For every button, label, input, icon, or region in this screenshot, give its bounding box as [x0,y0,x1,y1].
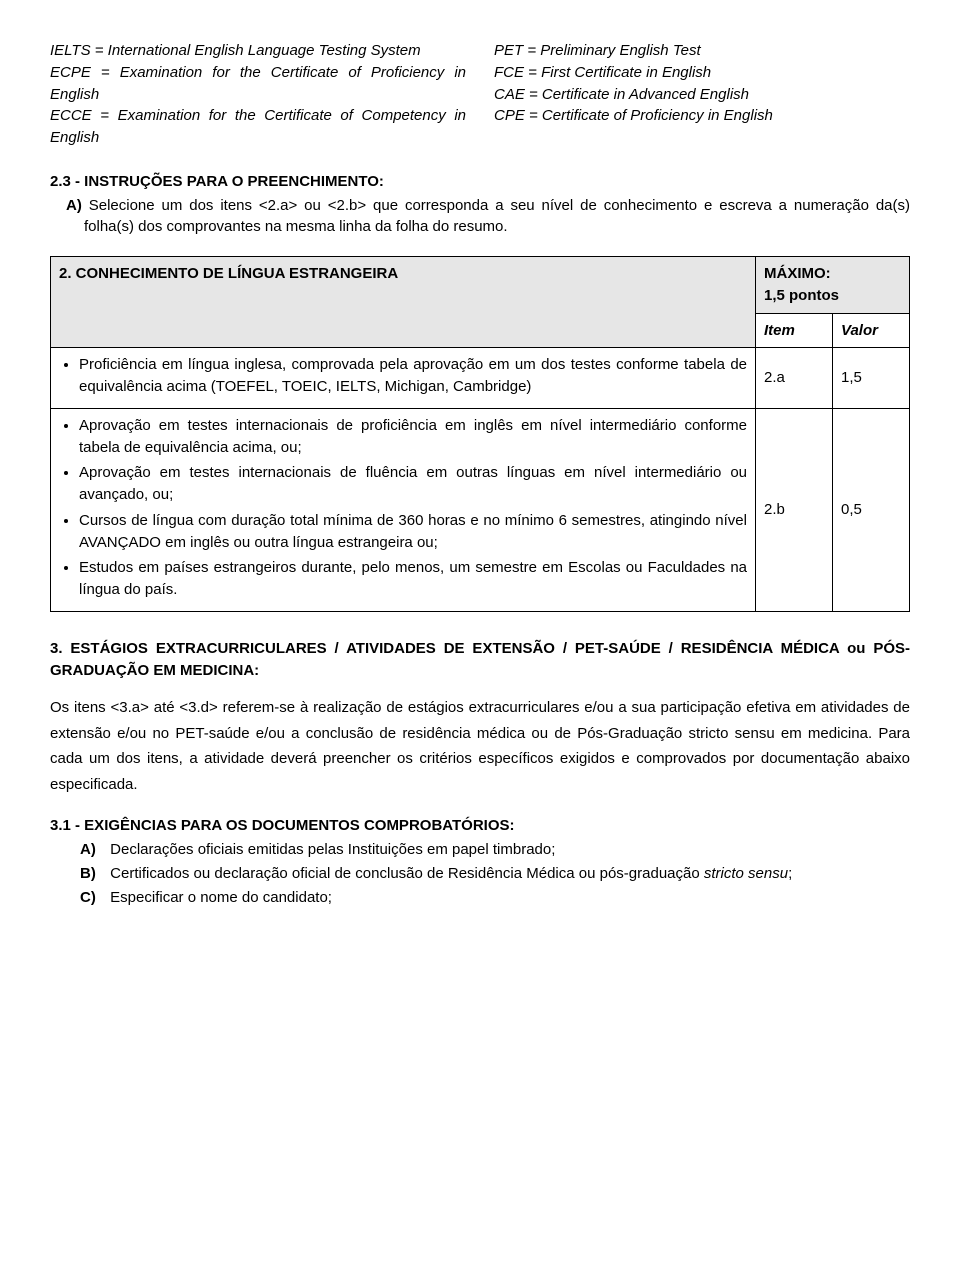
req-b: B) Certificados ou declaração oficial de… [80,863,910,885]
def-line: ECPE = Examination for the Certificate o… [50,62,466,106]
table-conhecimento-lingua: 2. CONHECIMENTO DE LÍNGUA ESTRANGEIRA MÁ… [50,256,910,612]
section-3-title: 3. ESTÁGIOS EXTRACURRICULARES / ATIVIDAD… [50,638,910,682]
row1-valor: 1,5 [833,348,910,409]
table2-title: 2. CONHECIMENTO DE LÍNGUA ESTRANGEIRA [51,257,756,348]
max-label: MÁXIMO: [764,265,831,282]
req-a-label: A) [80,839,106,861]
table-row: Proficiência em língua inglesa, comprova… [51,348,910,409]
def-line: ECCE = Examination for the Certificate o… [50,105,466,149]
section-2-3-head: 2.3 - INSTRUÇÕES PARA O PREENCHIMENTO: [50,171,910,193]
section-2-3-item-a: A) Selecione um dos itens <2.a> ou <2.b>… [50,195,910,239]
req-c-text: Especificar o nome do candidato; [110,889,332,906]
definitions-block: IELTS = International English Language T… [50,40,910,149]
req-c-label: C) [80,887,106,909]
section-3-1-head: 3.1 - EXIGÊNCIAS PARA OS DOCUMENTOS COMP… [50,815,910,837]
section-3-para: Os itens <3.a> até <3.d> referem-se à re… [50,695,910,797]
col-item-head: Item [756,313,833,348]
row2-bullet3: Cursos de língua com duração total mínim… [79,510,747,554]
item-a-label: A) [66,197,82,214]
req-c: C) Especificar o nome do candidato; [80,887,910,909]
req-a-text: Declarações oficiais emitidas pelas Inst… [110,841,555,858]
req-a: A) Declarações oficiais emitidas pelas I… [80,839,910,861]
def-line: FCE = First Certificate in English [494,62,910,84]
max-value: 1,5 pontos [764,287,839,304]
def-line: IELTS = International English Language T… [50,40,466,62]
row2-item: 2.b [756,408,833,611]
def-line: CAE = Certificate in Advanced English [494,84,910,106]
definitions-left: IELTS = International English Language T… [50,40,466,149]
req-b-text-italic: stricto sensu [704,865,788,882]
def-line: CPE = Certificate of Proficiency in Engl… [494,105,910,127]
doc-requirements-list: A) Declarações oficiais emitidas pelas I… [50,839,910,908]
req-b-text-post: ; [788,865,792,882]
row2-bullet1: Aprovação em testes internacionais de pr… [79,415,747,459]
row2-bullet4: Estudos em países estrangeiros durante, … [79,557,747,601]
def-line: PET = Preliminary English Test [494,40,910,62]
row1-item: 2.a [756,348,833,409]
row2-valor: 0,5 [833,408,910,611]
req-b-text-pre: Certificados ou declaração oficial de co… [110,865,704,882]
table2-max: MÁXIMO: 1,5 pontos [756,257,910,314]
row2-bullet2: Aprovação em testes internacionais de fl… [79,462,747,506]
item-a-text: Selecione um dos itens <2.a> ou <2.b> qu… [84,197,910,236]
req-b-label: B) [80,863,106,885]
row1-bullet: Proficiência em língua inglesa, comprova… [79,354,747,398]
table-row: Aprovação em testes internacionais de pr… [51,408,910,611]
definitions-right: PET = Preliminary English Test FCE = Fir… [494,40,910,149]
col-valor-head: Valor [833,313,910,348]
